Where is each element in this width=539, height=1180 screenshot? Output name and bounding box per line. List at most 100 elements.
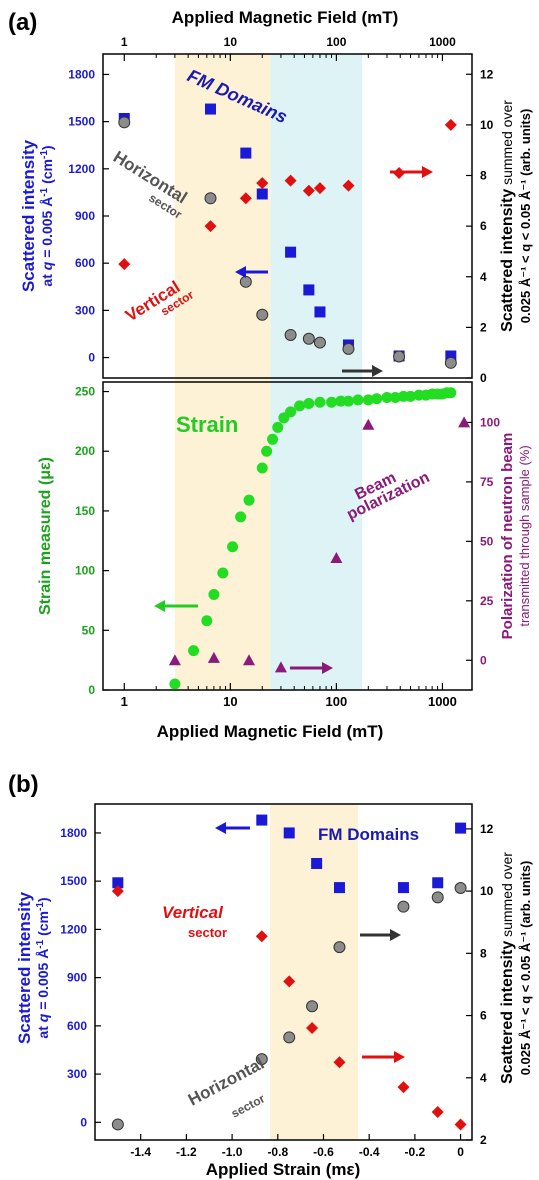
beam-polarization-point: [458, 416, 471, 428]
horizontal-sector-point: [283, 1031, 296, 1044]
lower-left-tick-label: 50: [82, 623, 96, 637]
strain-point: [208, 588, 220, 600]
strain-point: [314, 396, 326, 408]
beam-polarization-point: [362, 418, 375, 430]
vertical-sector-point: [118, 258, 131, 271]
panel-b-left-label-line2: at q = 0.005 Å-1 (cm-1): [35, 897, 52, 1038]
band-tan-a: [174, 54, 271, 690]
arrow-right-black-b: [360, 929, 401, 941]
lower-right-axis-label: Polarization of neutron beam transmitted…: [499, 433, 532, 640]
vertical-sector-point: [342, 179, 355, 192]
vertical-sector-point: [333, 1056, 346, 1069]
band-tan-b: [270, 804, 358, 1140]
top-x-axis-ticks: 1 10 100 1000: [121, 35, 456, 61]
horizontal-sector-point: [118, 116, 131, 129]
fm-domains-point: [397, 882, 409, 894]
panel-b-right-tick-label: 6: [480, 1009, 487, 1023]
upper-left-tick-label: 1200: [68, 162, 95, 176]
panel-b-right-tick-label: 4: [480, 1071, 487, 1085]
lower-left-tick-label: 0: [88, 683, 95, 697]
panel-b-left-y-axis-ticks: 0 300 600 900 1200 1500 1800: [60, 826, 101, 1129]
vertical-sector-point: [283, 975, 296, 988]
strain-point: [303, 397, 315, 409]
strain-point: [342, 395, 354, 407]
strain-point: [201, 615, 213, 627]
panel-b-x-tick-label: -0.8: [267, 1145, 288, 1159]
horizontal-sector-point: [431, 891, 444, 904]
upper-left-tick-label: 1800: [68, 67, 95, 81]
bottom-tick-label: 1000: [428, 694, 457, 709]
upper-left-tick-label: 1500: [68, 115, 95, 129]
panel-b-left-tick-label: 1200: [60, 922, 87, 936]
arrow-right-purple-a: [290, 662, 333, 674]
panel-b-left-tick-label: 900: [67, 971, 87, 985]
upper-right-label-line2: 0.025 Å⁻¹ < q < 0.05 Å⁻¹ (arb. units): [518, 109, 533, 324]
upper-right-tick-label: 2: [480, 320, 487, 334]
panel-a-bottom-axis-label: Applied Magnetic Field (mT): [157, 722, 384, 741]
fm-domains-point: [314, 306, 326, 318]
arrow-left-blue-b: [215, 822, 250, 834]
fm-domains-point: [311, 857, 323, 869]
strain-point: [381, 392, 393, 404]
lower-left-tick-label: 250: [75, 385, 95, 399]
vertical-sector-point: [313, 182, 326, 195]
panel-b-label: (b): [8, 771, 39, 798]
vertical-sector-point: [255, 930, 268, 943]
panel-b-left-tick-label: 1500: [60, 874, 87, 888]
beam-polarization-point: [243, 654, 256, 666]
panel-b-x-tick-label: -1.2: [176, 1145, 197, 1159]
upper-right-tick-label: 6: [480, 219, 487, 233]
panel-b-right-y-axis-ticks: 2 4 6 8 10 12: [466, 822, 494, 1147]
arrow-right-black-a: [342, 365, 383, 377]
panel-b-x-tick-label: -0.2: [405, 1145, 426, 1159]
horizontal-sector-point: [333, 941, 346, 954]
lower-series-marks: [168, 387, 471, 690]
vertical-sector-point: [454, 1118, 467, 1131]
upper-right-tick-label: 8: [480, 169, 487, 183]
vertical-sector-point: [302, 184, 315, 197]
panel-b-x-tick-label: -1.4: [130, 1145, 151, 1159]
strain-point: [294, 400, 306, 412]
bottom-tick-label: 100: [326, 694, 348, 709]
fm-domains-point: [283, 827, 295, 839]
strain-point: [405, 390, 417, 402]
panel-a-top-axis-label: Applied Magnetic Field (mT): [172, 8, 399, 27]
panel-b-right-label-line2: 0.025 Å⁻¹ < q < 0.05 Å⁻¹ (arb. units): [518, 861, 533, 1076]
upper-left-y-axis-ticks: 0 300 600 900 1200 1500 1800: [68, 67, 109, 365]
panel-b-right-tick-label: 10: [480, 884, 494, 898]
horizontal-sector-point: [342, 342, 355, 355]
upper-left-tick-label: 0: [88, 351, 95, 365]
horizontal-sector-point: [302, 332, 315, 345]
panel-b-x-axis-label: Applied Strain (mε): [206, 1160, 360, 1179]
panel-b-left-tick-label: 0: [80, 1115, 87, 1129]
fm-domains-point: [112, 877, 124, 889]
panel-b-right-label-line1: Scattered intensity summed over: [499, 852, 516, 1084]
upper-left-tick-label: 900: [75, 209, 95, 223]
panel-b-left-tick-label: 1800: [60, 826, 87, 840]
arrow-left-blue-a: [235, 266, 268, 278]
upper-left-tick-label: 300: [75, 303, 95, 317]
bottom-tick-label: 1: [121, 694, 128, 709]
panel-b-left-label-line1: Scattered intensity: [15, 891, 34, 1044]
top-tick-label: 10: [224, 35, 238, 49]
horizontal-sector-point: [239, 275, 252, 288]
strain-point: [227, 541, 239, 553]
panel-b-x-axis-ticks: -1.4 -1.2 -1.0 -0.8 -0.6 -0.4 -0.2 0: [130, 1134, 464, 1159]
panel-b-right-tick-label: 8: [480, 946, 487, 960]
top-tick-label: 1000: [429, 35, 456, 49]
lower-left-tick-label: 200: [75, 444, 95, 458]
arrow-right-red-a: [390, 166, 433, 178]
panel-b-plot-frame: [94, 803, 473, 1141]
lower-left-tick-label: 100: [75, 564, 95, 578]
top-tick-label: 1: [121, 35, 128, 49]
panel-b-x-tick-label: -0.6: [313, 1145, 334, 1159]
arrow-right-red-b: [362, 1051, 405, 1063]
horizontal-sector-point: [397, 900, 410, 913]
strain-point: [371, 393, 383, 405]
beam-polarization-point: [330, 552, 343, 563]
vertical-sector-label-b: Vertical: [162, 903, 224, 922]
strain-point: [217, 567, 229, 579]
bottom-x-axis-ticks: 1 10 100 1000: [121, 683, 457, 709]
lower-right-label-line1: Polarization of neutron beam: [499, 433, 516, 640]
vertical-sector-point: [306, 1022, 319, 1034]
